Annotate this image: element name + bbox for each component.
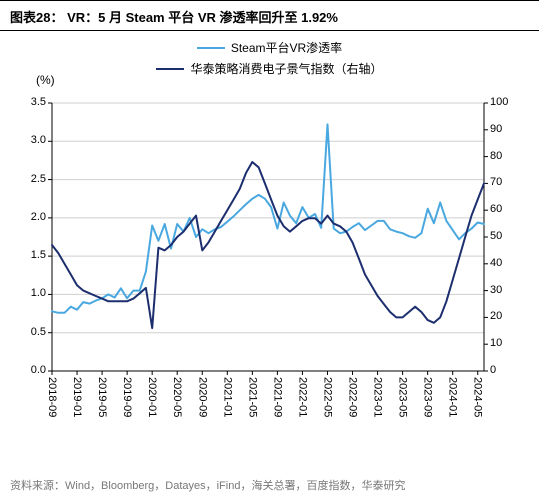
y-left-tick: 1.5 [31,249,46,261]
y-right-tick: 90 [490,123,502,135]
x-tick: 2024-05 [472,377,484,417]
x-tick: 2022-05 [321,377,333,417]
x-tick: 2021-09 [271,377,283,417]
y-right-tick: 0 [490,364,496,376]
y-left-tick: 0.0 [31,364,46,376]
chart-area: (%) Steam平台VR渗透率 华泰策略消费电子景气指数（右轴） 0.00.5… [0,31,539,451]
x-tick: 2020-09 [196,377,208,417]
x-tick: 2024-01 [447,377,459,417]
source-line: 资料来源：Wind，Bloomberg，Datayes，iFind，海关总署，百… [10,479,529,494]
y-right-tick: 20 [490,310,502,322]
y-right-tick: 70 [490,176,502,188]
x-tick: 2022-01 [296,377,308,417]
x-tick: 2022-09 [347,377,359,417]
y-right-tick: 60 [490,203,502,215]
y-right-tick: 100 [490,96,508,108]
x-tick: 2020-01 [146,377,158,417]
x-tick: 2023-01 [372,377,384,417]
y-right-tick: 30 [490,284,502,296]
x-tick: 2018-09 [46,377,58,417]
y-left-tick: 0.5 [31,326,46,338]
y-left-tick: 3.5 [31,96,46,108]
y-right-tick: 80 [490,150,502,162]
x-tick: 2019-01 [71,377,83,417]
y-left-tick: 1.0 [31,287,46,299]
y-left-tick: 2.0 [31,211,46,223]
y-right-tick: 10 [490,337,502,349]
x-tick: 2023-05 [397,377,409,417]
x-tick: 2023-09 [422,377,434,417]
y-right-tick: 40 [490,257,502,269]
x-tick: 2019-05 [96,377,108,417]
chart-title: 图表28： VR：5 月 Steam 平台 VR 渗透率回升至 1.92% [0,0,539,31]
y-left-tick: 3.0 [31,134,46,146]
y-left-tick: 2.5 [31,173,46,185]
x-tick: 2021-05 [246,377,258,417]
y-right-tick: 50 [490,230,502,242]
x-tick: 2020-05 [171,377,183,417]
x-tick: 2019-09 [121,377,133,417]
x-tick: 2021-01 [221,377,233,417]
